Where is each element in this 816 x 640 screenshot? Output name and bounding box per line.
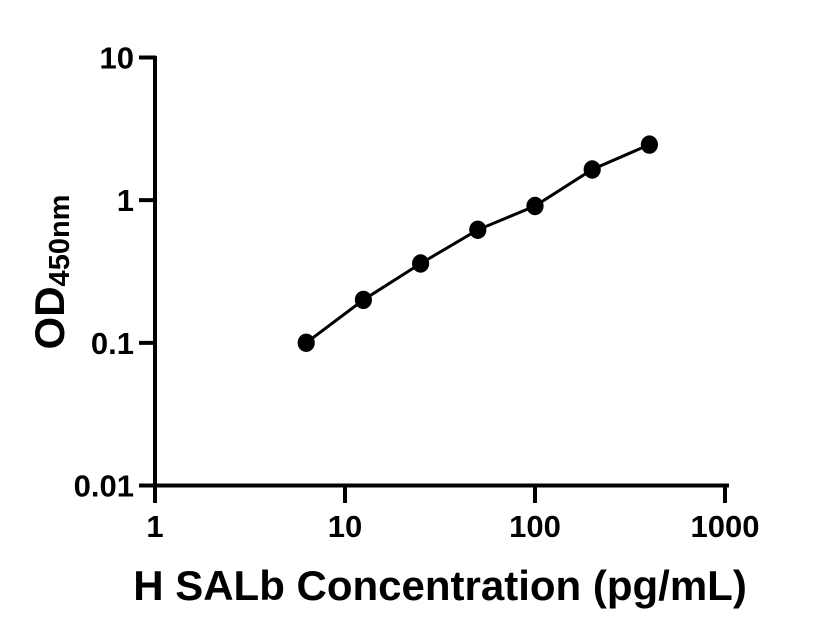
x-tick-label: 100 [509,509,561,544]
y-axis-ticks: 10 1 0.1 0.01 [74,41,156,504]
x-tick-label: 10 [328,509,362,544]
x-axis-ticks: 1 10 100 1000 [146,485,760,544]
y-axis-title: OD450nm [26,195,76,350]
data-point [526,196,544,216]
data-series [297,135,659,352]
y-tick-label: 1 [117,183,134,218]
x-tick-label: 1 [146,509,163,544]
y-axis-title-subscript: 450nm [44,195,76,287]
data-point [297,333,315,352]
y-tick-label: 0.01 [74,469,134,504]
x-axis-title: H SALb Concentration (pg/mL) [133,562,747,609]
x-tick-label: 1000 [691,509,760,544]
y-tick-label: 10 [100,41,134,76]
data-point [354,290,372,310]
data-point [412,254,430,273]
data-point [640,135,659,154]
y-tick-label: 0.1 [91,326,134,361]
data-point [583,160,601,179]
y-axis-title-main: OD [26,286,73,349]
data-point [469,220,487,239]
